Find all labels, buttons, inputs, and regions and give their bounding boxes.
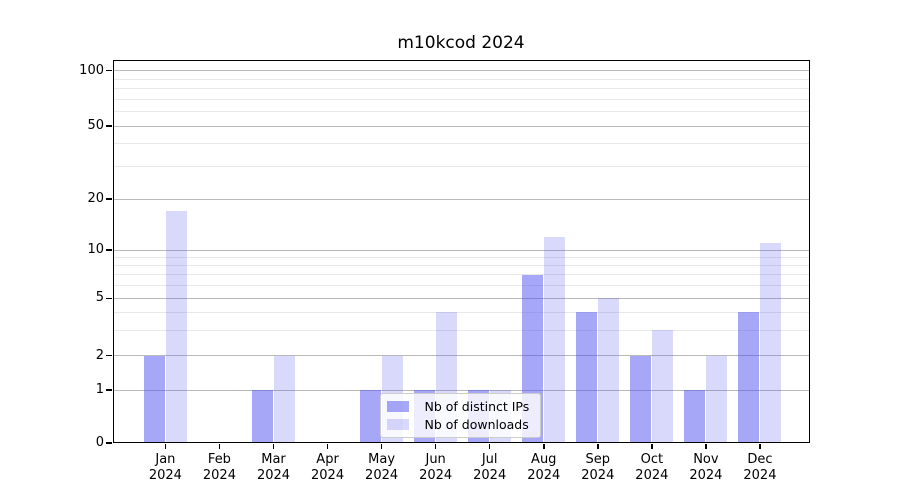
bar-distinct-ips bbox=[738, 312, 760, 442]
x-tick-label: Jan 2024 bbox=[148, 452, 182, 483]
gridline-minor bbox=[114, 274, 809, 276]
gridline-major bbox=[114, 198, 809, 200]
y-tick-label: 2 bbox=[95, 347, 104, 363]
x-tick-mark bbox=[164, 443, 167, 449]
gridline-minor bbox=[114, 265, 809, 267]
y-tick-mark bbox=[106, 125, 112, 127]
y-tick-label: 20 bbox=[87, 191, 104, 206]
y-tick-label: 1 bbox=[95, 382, 104, 397]
x-tick-label: May 2024 bbox=[365, 452, 399, 483]
gridline-minor bbox=[114, 311, 809, 313]
gridline-major bbox=[114, 70, 809, 72]
x-tick-mark bbox=[705, 443, 707, 449]
gridline-minor bbox=[114, 143, 809, 145]
bar-distinct-ips bbox=[684, 390, 706, 442]
y-tick-label: 0 bbox=[95, 435, 104, 450]
legend-item-downloads: Nb of downloads bbox=[386, 417, 537, 433]
x-tick-mark bbox=[543, 443, 545, 449]
y-tick-mark bbox=[106, 69, 112, 72]
gridline-minor bbox=[114, 256, 809, 258]
y-tick-mark bbox=[106, 442, 112, 444]
bar-downloads bbox=[274, 355, 295, 442]
gridline-major bbox=[114, 125, 809, 127]
x-tick-label: Jul 2024 bbox=[473, 452, 507, 483]
x-tick-mark bbox=[434, 443, 437, 449]
x-tick-label: Oct 2024 bbox=[635, 452, 669, 483]
bar-distinct-ips bbox=[630, 355, 652, 442]
x-tick-mark bbox=[759, 443, 761, 449]
chart-title: m10kcod 2024 bbox=[397, 33, 525, 53]
x-tick-mark bbox=[380, 443, 383, 449]
bar-distinct-ips bbox=[143, 355, 165, 442]
legend-swatch-distinct-ips-icon bbox=[386, 401, 409, 412]
y-tick-label: 100 bbox=[79, 62, 104, 78]
bar-downloads bbox=[652, 330, 674, 442]
y-tick-label: 50 bbox=[87, 118, 104, 133]
x-tick-label: Mar 2024 bbox=[256, 452, 291, 483]
x-tick-mark bbox=[218, 443, 221, 449]
legend-label-distinct-ips: Nb of distinct IPs bbox=[424, 399, 530, 414]
y-tick-label: 10 bbox=[87, 242, 104, 257]
x-tick-mark bbox=[326, 443, 329, 449]
y-tick-mark bbox=[106, 389, 112, 391]
x-tick-label: Sep 2024 bbox=[581, 452, 615, 483]
plot-area-frame bbox=[112, 60, 810, 443]
x-tick-mark bbox=[651, 443, 653, 449]
y-tick-label: 5 bbox=[95, 290, 104, 306]
gridline-minor bbox=[114, 285, 809, 287]
legend-label-downloads: Nb of downloads bbox=[424, 417, 529, 432]
y-tick-mark bbox=[106, 249, 112, 251]
bar-distinct-ips bbox=[576, 312, 598, 442]
legend-item-distinct-ips: Nb of distinct IPs bbox=[386, 399, 537, 415]
gridline-major bbox=[114, 249, 809, 251]
x-tick-label: Feb 2024 bbox=[202, 452, 236, 483]
gridline-minor bbox=[114, 110, 809, 112]
gridline-major bbox=[114, 389, 809, 391]
x-tick-label: Jun 2024 bbox=[419, 452, 453, 483]
x-tick-label: Nov 2024 bbox=[689, 452, 723, 483]
x-tick-label: Aug 2024 bbox=[527, 452, 561, 483]
y-tick-mark bbox=[106, 354, 112, 357]
bar-downloads bbox=[598, 298, 620, 442]
x-tick-mark bbox=[272, 443, 275, 449]
gridline-minor bbox=[114, 98, 809, 100]
bar-downloads bbox=[760, 242, 782, 442]
x-tick-mark bbox=[488, 443, 491, 449]
x-tick-label: Dec 2024 bbox=[743, 452, 777, 483]
y-tick-mark bbox=[106, 198, 112, 200]
bar-downloads bbox=[706, 355, 728, 442]
bar-distinct-ips bbox=[252, 390, 273, 442]
gridline-major bbox=[114, 297, 809, 299]
bar-distinct-ips bbox=[360, 390, 382, 442]
legend: Nb of distinct IPs Nb of downloads bbox=[379, 392, 541, 438]
gridline-minor bbox=[114, 166, 809, 168]
bar-downloads bbox=[165, 210, 187, 442]
gridline-minor bbox=[114, 88, 809, 89]
bar-downloads bbox=[544, 236, 566, 442]
gridline-minor bbox=[114, 78, 809, 80]
gridline-major bbox=[114, 355, 809, 357]
x-tick-label: Apr 2024 bbox=[311, 452, 345, 483]
gridline-minor bbox=[114, 329, 809, 331]
x-tick-mark bbox=[597, 443, 599, 449]
legend-swatch-downloads-icon bbox=[386, 419, 409, 430]
y-tick-mark bbox=[106, 297, 112, 300]
